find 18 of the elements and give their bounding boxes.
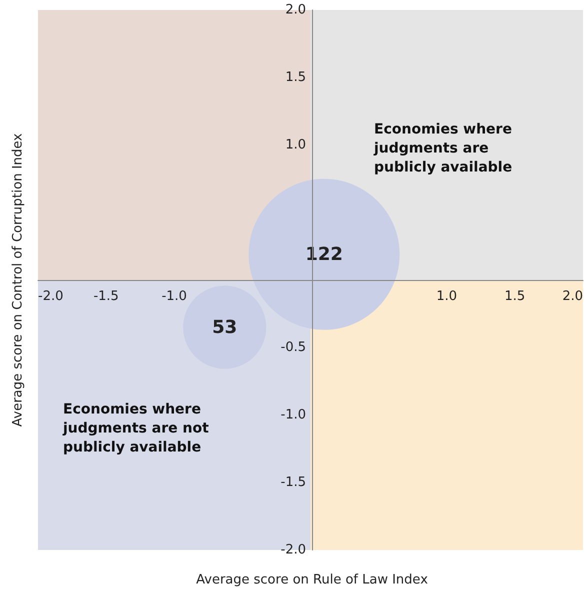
x-tick-label: 1.0 [436,289,458,304]
y-tick-label: 1.0 [285,138,306,152]
annotation: Economies where judgments are publicly available [373,122,517,176]
y-tick-label: -1.0 [280,408,306,422]
annotation: Economies where judgments are not publicly available [62,402,214,456]
y-tick-label: 1.5 [285,70,306,85]
x-tick-label: 2.0 [562,289,583,304]
x-tick-label: -1.5 [93,289,119,304]
x-tick-label: 1.5 [504,289,526,304]
x-tick-label: -2.0 [38,289,64,304]
x-tick-label: -1.0 [162,289,187,304]
y-tick-label: 2.0 [285,2,306,18]
y-tick-label: -1.5 [280,475,306,490]
annotation: 53 [212,316,238,338]
y-axis-title: Average score on Control of Corruption Index [10,132,26,427]
y-tick-label: -2.0 [280,542,306,558]
y-tick-label: -0.5 [280,340,306,355]
x-axis-title: Average score on Rule of Law Index [196,572,428,588]
